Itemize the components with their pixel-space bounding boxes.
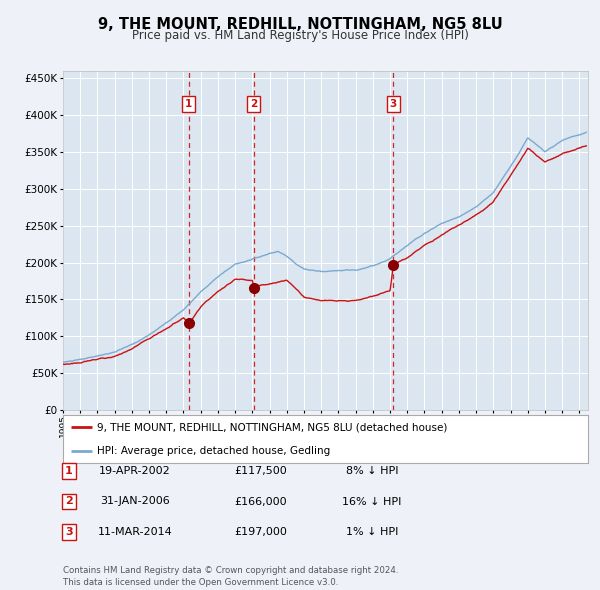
Text: 2: 2 (250, 99, 257, 109)
Text: 9, THE MOUNT, REDHILL, NOTTINGHAM, NG5 8LU: 9, THE MOUNT, REDHILL, NOTTINGHAM, NG5 8… (98, 17, 502, 31)
Text: £117,500: £117,500 (235, 466, 287, 476)
Text: Price paid vs. HM Land Registry's House Price Index (HPI): Price paid vs. HM Land Registry's House … (131, 30, 469, 42)
Text: 3: 3 (389, 99, 397, 109)
Text: 1% ↓ HPI: 1% ↓ HPI (346, 527, 398, 537)
Text: £197,000: £197,000 (235, 527, 287, 537)
Text: 31-JAN-2006: 31-JAN-2006 (100, 497, 170, 506)
Text: 2: 2 (65, 497, 73, 506)
Text: £166,000: £166,000 (235, 497, 287, 506)
Text: 3: 3 (65, 527, 73, 537)
Text: HPI: Average price, detached house, Gedling: HPI: Average price, detached house, Gedl… (97, 445, 331, 455)
Text: 16% ↓ HPI: 16% ↓ HPI (343, 497, 401, 506)
Text: 1: 1 (185, 99, 192, 109)
Text: 19-APR-2002: 19-APR-2002 (99, 466, 171, 476)
Text: Contains HM Land Registry data © Crown copyright and database right 2024.
This d: Contains HM Land Registry data © Crown c… (63, 566, 398, 587)
Text: 9, THE MOUNT, REDHILL, NOTTINGHAM, NG5 8LU (detached house): 9, THE MOUNT, REDHILL, NOTTINGHAM, NG5 8… (97, 422, 448, 432)
Text: 8% ↓ HPI: 8% ↓ HPI (346, 466, 398, 476)
Text: 1: 1 (65, 466, 73, 476)
Text: 11-MAR-2014: 11-MAR-2014 (98, 527, 172, 537)
